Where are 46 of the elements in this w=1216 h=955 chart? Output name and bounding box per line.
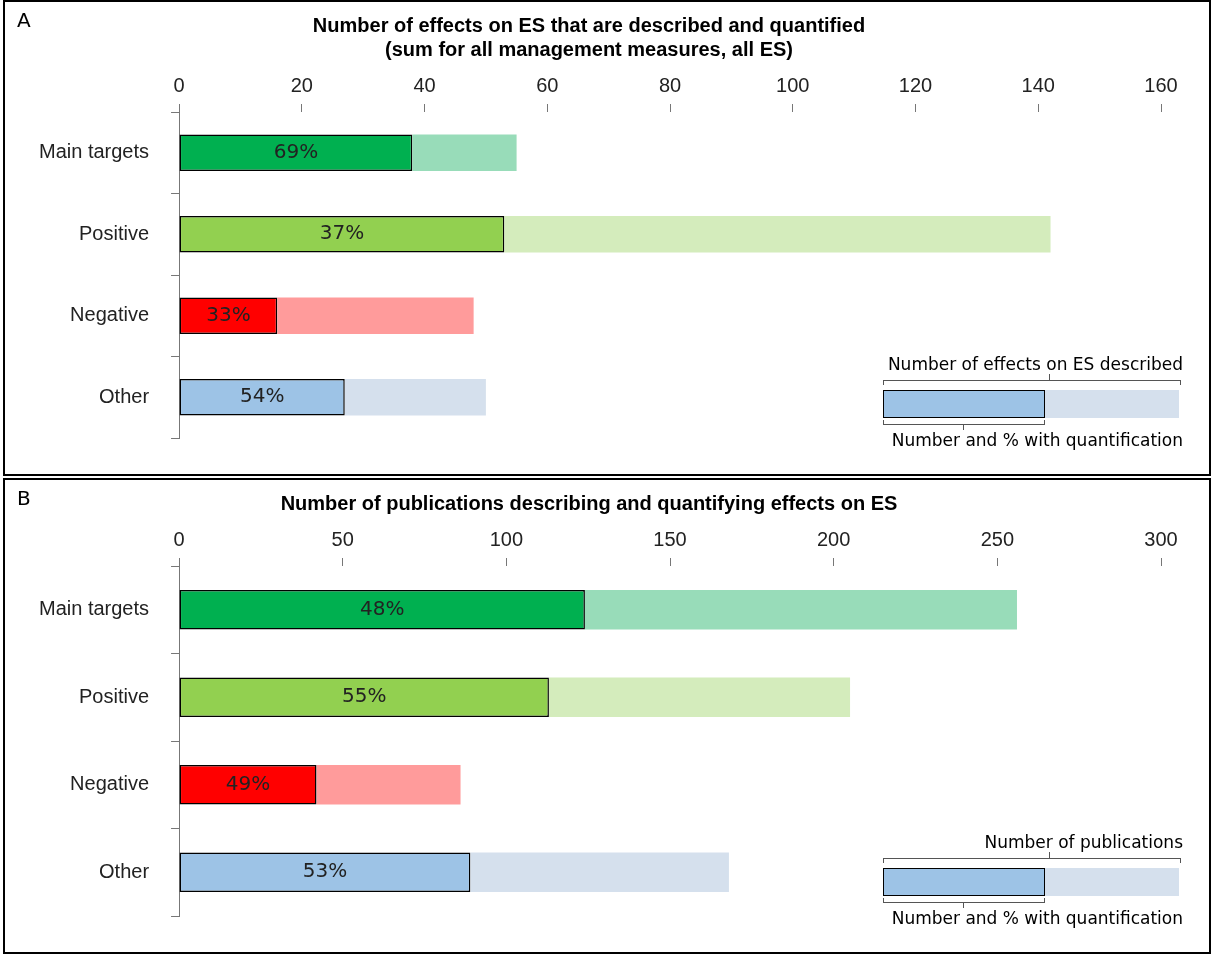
- bar: [412, 134, 517, 172]
- x-tick-label: 120: [898, 73, 933, 96]
- annotation: Number and % with quantification: [891, 430, 1183, 450]
- x-tick-label: 40: [413, 73, 436, 96]
- x-tick-label: 150: [653, 527, 687, 550]
- x-tick-label: 60: [536, 73, 559, 96]
- y-tick-label: Main targets: [38, 597, 150, 620]
- x-tick-label: 250: [980, 527, 1015, 550]
- y-tick-label: Negative: [70, 303, 150, 326]
- x-tick-label: 80: [658, 73, 682, 96]
- x-tick-label: 160: [1144, 73, 1178, 96]
- bar: [344, 378, 486, 416]
- x-tick-label: 0: [173, 527, 185, 550]
- y-tick-label: Main targets: [38, 140, 150, 163]
- x-tick-label: 200: [817, 527, 851, 550]
- annotation: Number and % with quantification: [891, 908, 1183, 928]
- annotation: Number of publications: [984, 832, 1183, 852]
- y-tick-label: Positive: [79, 221, 150, 244]
- y-tick-label: Negative: [70, 772, 150, 795]
- text: A: [17, 8, 31, 32]
- annotation: 49%: [225, 770, 271, 795]
- annotation: 69%: [273, 138, 319, 163]
- annotation: 48%: [360, 595, 405, 620]
- chart-title: Number of effects on ES that are described and quantified (sum for all management measures, all ES): [312, 13, 866, 60]
- x-tick-label: 140: [1021, 73, 1055, 96]
- y-tick-label: Positive: [79, 684, 150, 707]
- bar: [470, 852, 729, 892]
- bar: [316, 765, 461, 805]
- annotation: Number of effects on ES described: [887, 354, 1183, 374]
- text: B: [17, 486, 31, 510]
- annotation: 55%: [342, 683, 387, 708]
- x-tick-label: 300: [1144, 527, 1178, 550]
- x-tick-label: 20: [290, 73, 313, 96]
- annotation: 37%: [319, 220, 365, 245]
- annotation: 54%: [239, 383, 285, 408]
- x-tick-label: 100: [776, 73, 810, 96]
- bar: [277, 297, 474, 335]
- x-tick-label: 100: [489, 527, 524, 550]
- y-tick-label: Other: [99, 859, 150, 882]
- x-tick-label: 50: [331, 527, 354, 550]
- x-tick-label: 0: [173, 73, 185, 96]
- annotation: 53%: [302, 858, 348, 883]
- bar: [504, 215, 1051, 253]
- annotation: 33%: [206, 301, 251, 326]
- chart-title: Number of publications describing and quantifying effects on ES: [280, 491, 898, 514]
- y-tick-label: Other: [99, 384, 150, 407]
